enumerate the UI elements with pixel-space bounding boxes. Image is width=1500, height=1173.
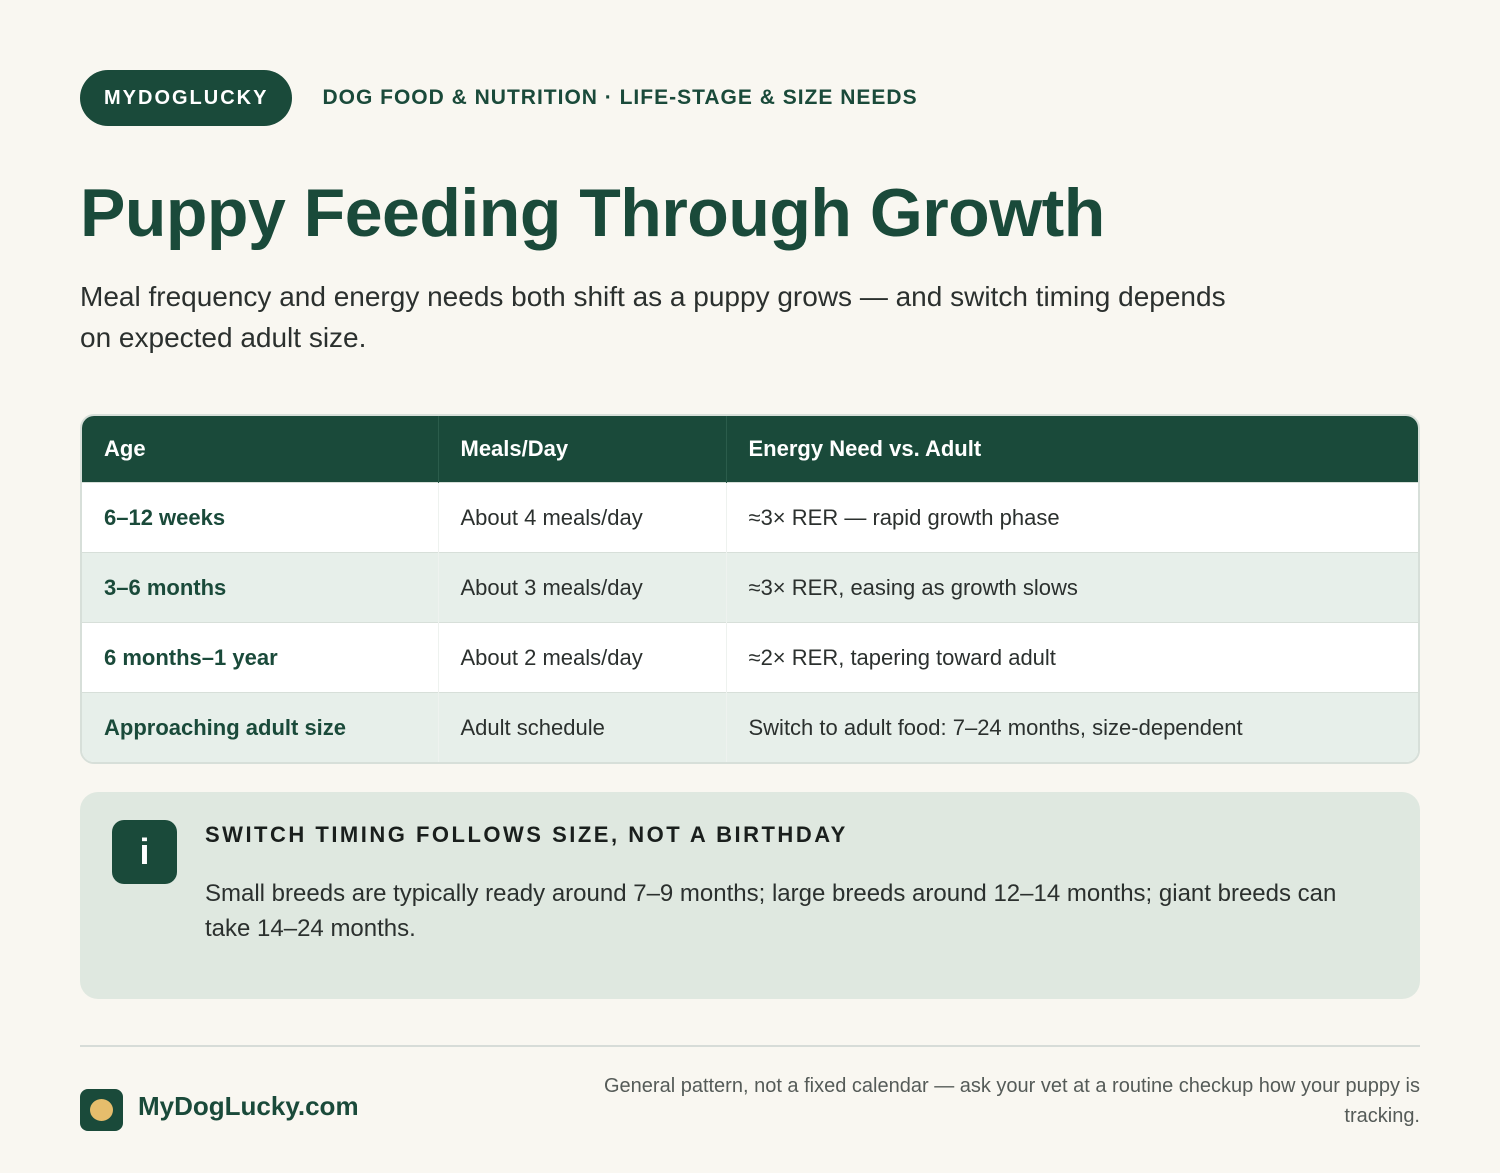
meals-cell: Adult schedule (437, 692, 726, 762)
column-header-meals: Meals/Day (437, 416, 726, 483)
footer: MyDogLucky.com General pattern, not a fi… (80, 1047, 1420, 1147)
table-row: 3–6 months About 3 meals/day ≈3× RER, ea… (82, 552, 1418, 623)
page: MYDOGLUCKY DOG FOOD & NUTRITION · LIFE-S… (80, 70, 1420, 1147)
age-cell: 6–12 weeks (82, 482, 438, 553)
column-header-energy: Energy Need vs. Adult (725, 416, 1418, 483)
page-subtitle: Meal frequency and energy needs both shi… (80, 281, 1226, 353)
energy-cell: ≈2× RER, tapering toward adult (725, 622, 1418, 693)
column-header-age: Age (82, 416, 438, 483)
callout-title: SWITCH TIMING FOLLOWS SIZE, NOT A BIRTHD… (205, 822, 848, 847)
table-header-row: Age Meals/Day Energy Need vs. Adult (82, 416, 1418, 483)
meals-cell: About 3 meals/day (437, 552, 726, 623)
brand-badge: MYDOGLUCKY (80, 70, 293, 126)
info-icon: i (112, 820, 177, 884)
table-row: Approaching adult size Adult schedule Sw… (82, 692, 1418, 762)
feeding-table: Age Meals/Day Energy Need vs. Adult 6–12… (82, 416, 1418, 762)
table-row: 6–12 weeks About 4 meals/day ≈3× RER — r… (82, 482, 1418, 553)
energy-cell: ≈3× RER — rapid growth phase (725, 482, 1418, 553)
age-cell: 6 months–1 year (82, 622, 438, 693)
age-cell: Approaching adult size (82, 692, 438, 762)
footer-disclaimer: General pattern, not a fixed calendar — … (603, 1075, 1420, 1127)
meals-cell: About 2 meals/day (437, 622, 726, 693)
info-callout: i SWITCH TIMING FOLLOWS SIZE, NOT A BIRT… (80, 792, 1420, 999)
footer-divider (80, 1045, 1420, 1047)
site-logo-icon (80, 1089, 123, 1131)
age-cell: 3–6 months (82, 552, 438, 623)
energy-cell: ≈3× RER, easing as growth slows (725, 552, 1418, 623)
callout-body: Small breeds are typically ready around … (205, 880, 1337, 942)
meals-cell: About 4 meals/day (437, 482, 726, 553)
table-row: 6 months–1 year About 2 meals/day ≈2× RE… (82, 622, 1418, 693)
site-name: MyDogLucky.com (138, 1091, 359, 1121)
page-title: Puppy Feeding Through Growth (80, 175, 1105, 251)
category-kicker: DOG FOOD & NUTRITION · LIFE-STAGE & SIZE… (322, 86, 918, 109)
feeding-table-card: Age Meals/Day Energy Need vs. Adult 6–12… (80, 414, 1420, 764)
energy-cell: Switch to adult food: 7–24 months, size-… (725, 692, 1418, 762)
header: MYDOGLUCKY DOG FOOD & NUTRITION · LIFE-S… (80, 70, 1420, 126)
